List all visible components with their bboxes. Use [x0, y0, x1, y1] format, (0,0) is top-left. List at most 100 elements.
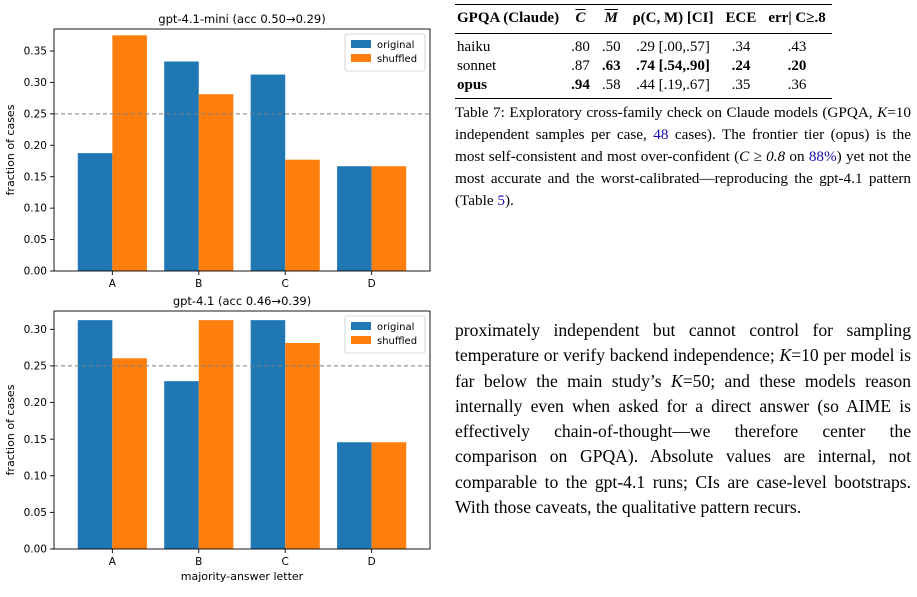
table-caption: Table 7: Exploratory cross-family check … — [455, 102, 911, 212]
cell-m: .58 — [595, 76, 627, 99]
header-dataset: GPQA (Claude) — [455, 4, 566, 34]
cell-ece: .35 — [719, 76, 763, 99]
table-row: haiku .80 .50 .29 [.00,.57] .34 .43 — [455, 34, 832, 58]
legend-swatch-original — [351, 322, 371, 330]
bar-original-C — [250, 320, 286, 549]
y-tick-label: 0.20 — [24, 397, 47, 409]
table-row: sonnet .87 .63 .74 [.54,.90] .24 .20 — [455, 57, 832, 76]
y-axis-label: fraction of cases — [4, 384, 17, 475]
cell-model: opus — [455, 76, 566, 99]
caption-text: =10 independent samples per case, — [455, 104, 911, 143]
table-header-row: GPQA (Claude) C M ρ(C, M) [CI] ECE err| … — [455, 4, 832, 34]
y-tick-label: 0.25 — [24, 361, 47, 373]
caption-text: Exploratory cross-family check on Claude… — [504, 104, 878, 121]
x-tick-label: C — [282, 278, 289, 290]
cell-rho: .44 [.19,.67] — [626, 76, 720, 99]
cell-err: .36 — [762, 76, 832, 99]
bar-original-D — [337, 442, 372, 549]
y-tick-label: 0.35 — [24, 46, 47, 58]
chart-title: gpt-4.1 (acc 0.46→0.39) — [173, 294, 311, 308]
bar-shuffled-D — [371, 442, 407, 549]
cell-c: .80 — [571, 39, 590, 55]
caption-condition: C ≥ 0.8 — [739, 148, 786, 165]
bar-original-B — [164, 381, 199, 549]
caption-label: Table 7: — [455, 104, 505, 121]
y-tick-label: 0.10 — [24, 470, 47, 482]
plot-frame — [53, 28, 431, 272]
x-tick-label: D — [368, 556, 376, 568]
y-tick-label: 0.10 — [24, 203, 47, 215]
results-table: GPQA (Claude) C M ρ(C, M) [CI] ECE err| … — [455, 4, 832, 99]
bar-shuffled-B — [198, 320, 234, 549]
cell-ece: .24 — [731, 58, 751, 74]
bar-original-C — [250, 74, 286, 271]
cell-rho: .29 [.00,.57] — [636, 39, 710, 55]
cell-c: .94 — [565, 76, 596, 99]
x-tick-label: B — [195, 556, 202, 568]
legend-label-shuffled: shuffled — [377, 336, 417, 347]
body-text: proximately independent but cannot contr… — [455, 320, 911, 366]
legend-swatch-shuffled — [351, 54, 371, 62]
y-tick-label: 0.15 — [24, 171, 47, 183]
caption-text: cases). The frontier tier (opus) is the … — [455, 126, 911, 165]
legend-label-original: original — [377, 322, 414, 333]
y-tick-label: 0.05 — [24, 507, 47, 519]
x-tick-label: B — [195, 278, 202, 290]
cell-m: .50 — [601, 39, 621, 55]
header-ece: ECE — [719, 4, 763, 34]
body-text: =50; and these models reason internally … — [455, 370, 911, 518]
bar-original-A — [77, 320, 113, 549]
y-tick-label: 0.15 — [24, 434, 47, 446]
x-axis-label: majority-answer letter — [181, 570, 304, 583]
x-tick-label: A — [109, 278, 117, 290]
y-tick-label: 0.25 — [24, 108, 47, 120]
bar-shuffled-C — [285, 343, 320, 549]
cell-model: haiku — [457, 39, 491, 55]
bar-original-A — [77, 153, 113, 271]
caption-text: on — [785, 148, 809, 165]
bar-shuffled-D — [371, 166, 407, 271]
legend-label-shuffled: shuffled — [377, 54, 417, 65]
bar-original-B — [164, 61, 199, 271]
y-tick-label: 0.30 — [24, 324, 47, 336]
legend-swatch-original — [351, 40, 371, 48]
legend-label-original: original — [377, 40, 414, 51]
cell-m: .63 — [601, 58, 621, 74]
cell-ece: .34 — [731, 39, 751, 55]
legend-swatch-shuffled — [351, 336, 371, 344]
cell-rho: .74 [.54,.90] — [636, 58, 710, 74]
body-paragraph: proximately independent but cannot contr… — [455, 318, 911, 520]
table-row: opus .94 .58 .44 [.19,.67] .35 .36 — [455, 76, 832, 99]
caption-case-count: 48 — [653, 126, 669, 143]
y-axis-label: fraction of cases — [4, 104, 17, 195]
y-tick-label: 0.30 — [24, 77, 47, 89]
cell-model: sonnet — [457, 58, 497, 74]
bar-chart-figure: 0.00 0.05 0.10 0.15 0.20 0.25 0.30 0.35 A B C Dgpt-… — [4, 12, 431, 583]
bar-original-D — [337, 166, 372, 271]
plot-frame — [53, 310, 431, 550]
x-tick-label: D — [368, 278, 376, 290]
body-k: K — [779, 345, 792, 366]
header-c: C — [565, 4, 596, 34]
bar-shuffled-B — [198, 94, 234, 271]
chart-title: gpt-4.1-mini (acc 0.50→0.29) — [158, 12, 325, 26]
y-tick-label: 0.05 — [24, 234, 47, 246]
x-tick-label: C — [282, 556, 289, 568]
bar-shuffled-C — [285, 159, 320, 271]
cell-c: .87 — [571, 58, 590, 74]
cell-err: .43 — [787, 39, 807, 55]
caption-k: K — [877, 104, 888, 121]
x-tick-label: A — [109, 556, 117, 568]
bar-shuffled-A — [112, 35, 147, 272]
caption-text: ) yet not the most accurate and the wors… — [455, 148, 912, 209]
header-rho: ρ(C, M) [CI] — [626, 4, 720, 34]
y-tick-label: 0.00 — [24, 266, 47, 278]
caption-text: ). — [504, 192, 514, 209]
y-tick-label: 0.20 — [24, 140, 47, 152]
table-reference-link[interactable]: 5 — [497, 192, 505, 209]
header-err: err| C≥.8 — [762, 4, 832, 34]
y-tick-label: 0.00 — [24, 544, 47, 556]
header-m: M — [595, 4, 627, 34]
body-text: =10 per model is far below the main stud… — [455, 345, 911, 391]
body-k: K — [671, 370, 683, 391]
